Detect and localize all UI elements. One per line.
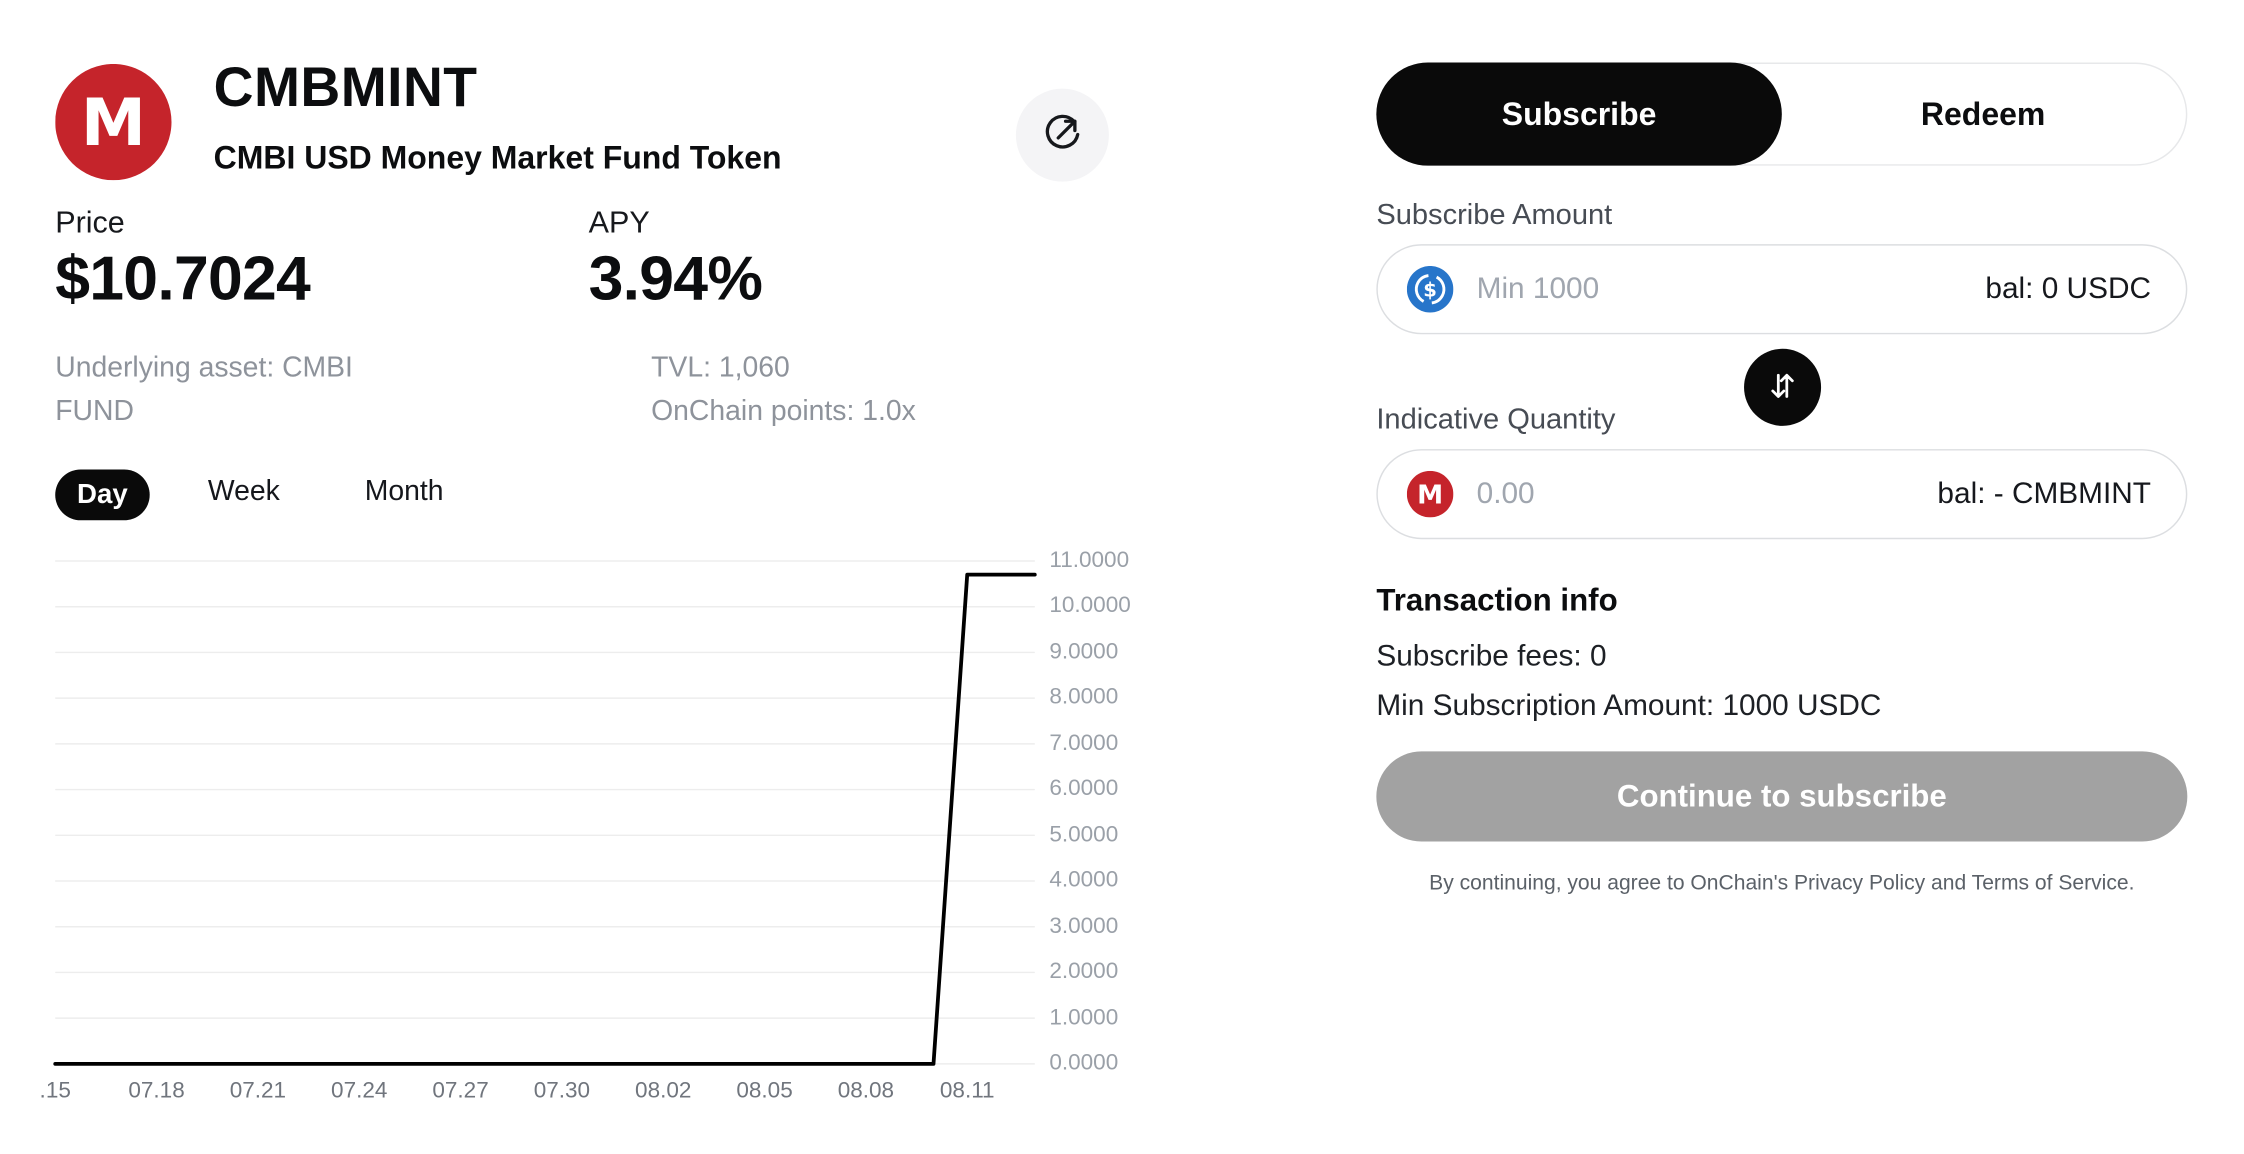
indicative-quantity-label: Indicative Quantity (1376, 404, 1616, 437)
disclaimer-text: By continuing, you agree to OnChain's (1429, 872, 1795, 896)
share-icon (1039, 110, 1086, 161)
x-axis-tick-label: 08.02 (635, 1078, 692, 1104)
y-axis-tick-label: 10.0000 (1049, 593, 1131, 619)
swap-button[interactable] (1744, 348, 1822, 426)
range-tab-week[interactable]: Week (207, 475, 280, 508)
share-button[interactable] (1015, 88, 1109, 182)
y-axis-tick-label: 3.0000 (1049, 913, 1119, 939)
privacy-policy-link[interactable]: Privacy Policy (1794, 872, 1926, 896)
range-tab-day[interactable]: Day (55, 469, 150, 521)
y-axis-tick-label: 4.0000 (1049, 867, 1119, 893)
subscribe-amount-field: $ bal: 0 USDC (1376, 244, 2188, 335)
token-name: CMBI USD Money Market Fund Token (213, 139, 782, 176)
disclaimer-text: . (2128, 872, 2135, 896)
token-symbol: CMBMINT (213, 58, 478, 120)
usdc-balance: bal: 0 USDC (1985, 271, 2151, 306)
subscribe-amount-label: Subscribe Amount (1376, 199, 1613, 232)
y-axis-tick-label: 8.0000 (1049, 685, 1119, 710)
tvl-value: TVL: 1,060 (651, 351, 790, 384)
range-tab-month[interactable]: Month (364, 475, 444, 508)
x-axis-tick-label: 08.08 (837, 1078, 895, 1104)
y-axis-tick-label: 5.0000 (1049, 822, 1119, 847)
cmbmint-balance: bal: - CMBMINT (1937, 476, 2151, 511)
x-axis-tick-label: 08.11 (939, 1078, 995, 1104)
y-axis-tick-label: 6.0000 (1049, 776, 1119, 802)
cmbmint-token-icon: M (1406, 470, 1454, 518)
disclaimer: By continuing, you agree to OnChain's Pr… (1376, 872, 2187, 895)
price-chart-canvas (53, 560, 1037, 1066)
subscribe-amount-input[interactable] (1473, 270, 1966, 309)
apy-value: 3.94% (588, 244, 763, 314)
y-axis-tick-label: 1.0000 (1049, 1005, 1119, 1030)
cmbi-logo-icon: M (55, 63, 172, 181)
price-line-series (53, 572, 1037, 1066)
x-axis-tick-label: 07.27 (432, 1078, 489, 1104)
tab-subscribe[interactable]: Subscribe (1376, 62, 1782, 166)
svg-text:M: M (1417, 480, 1443, 510)
continue-subscribe-button[interactable]: Continue to subscribe (1376, 751, 2188, 842)
indicative-quantity-field: M bal: - CMBMINT (1376, 449, 2188, 540)
x-axis-tick-label: 08.05 (736, 1078, 793, 1104)
apy-label: APY (588, 206, 650, 240)
indicative-quantity-input[interactable] (1473, 475, 1918, 514)
onchain-points: OnChain points: 1.0x (651, 395, 916, 428)
subscribe-redeem-toggle: Subscribe Redeem (1376, 62, 2188, 166)
y-axis-tick-label: 2.0000 (1049, 959, 1119, 985)
y-axis-tick-label: 7.0000 (1049, 730, 1119, 756)
price-value: $10.7024 (55, 244, 311, 314)
y-axis-tick-label: 9.0000 (1049, 639, 1119, 665)
y-axis-tick-label: 11.0000 (1049, 547, 1130, 573)
svg-text:M: M (81, 85, 146, 161)
subscribe-fees-row: Subscribe fees: 0 (1376, 639, 1607, 673)
usdc-icon: $ (1406, 265, 1454, 313)
x-axis-tick-label: 07.30 (533, 1078, 591, 1104)
tab-redeem[interactable]: Redeem (1780, 64, 2185, 164)
x-axis-tick-label: .15 (39, 1078, 71, 1104)
x-axis-tick-label: 07.21 (229, 1078, 287, 1104)
transaction-info-title: Transaction info (1376, 582, 1618, 618)
y-axis-tick-label: 0.0000 (1049, 1050, 1119, 1076)
price-label: Price (55, 206, 125, 240)
min-subscription-row: Min Subscription Amount: 1000 USDC (1376, 688, 1882, 723)
swap-icon (1763, 366, 1802, 410)
disclaimer-text: and (1925, 872, 1972, 896)
x-axis-tick-label: 07.18 (128, 1078, 185, 1104)
x-axis-tick-label: 07.24 (331, 1078, 388, 1104)
underlying-asset: Underlying asset: CMBI FUND (55, 351, 353, 428)
terms-of-service-link[interactable]: Terms of Service (1971, 872, 2129, 896)
price-chart: 11.0000 10.0000 9.0000 8.0000 7.0000 6.0000 5.… (40, 548, 1203, 1132)
svg-text:$: $ (1423, 278, 1437, 301)
